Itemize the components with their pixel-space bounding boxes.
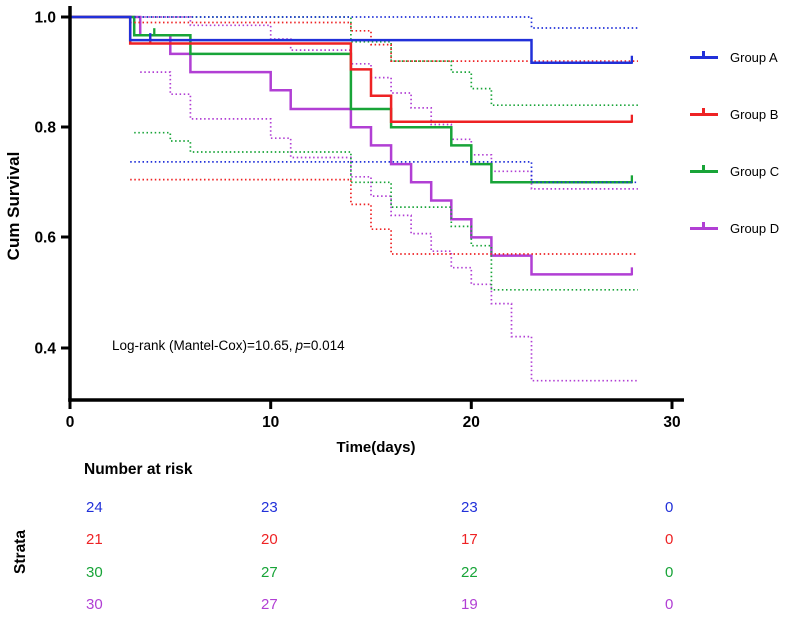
risk-value: 0 [665,596,674,613]
risk-value: 0 [665,499,674,516]
risk-value: 0 [665,531,674,548]
y-tick-label: 0.6 [34,230,56,247]
risk-value: 20 [261,531,278,548]
risk-value: 27 [261,564,278,581]
y-tick-label: 0.4 [34,341,56,358]
logrank-annotation: Log-rank (Mantel-Cox)=10.65, p=0.014 [112,338,345,353]
x-tick-label: 20 [463,414,480,431]
risk-value: 23 [261,499,278,516]
ci-lower-group-a [130,161,638,184]
risk-row-group-c: 30 27 22 0 [0,564,797,582]
legend-label-group-c: Group C [730,163,780,179]
ci-lower-group-d [140,71,638,382]
legend-symbol-group-b [690,107,718,116]
ci-lower-group-c [134,131,638,291]
legend-entry-group-c: Group C [690,158,779,184]
legend-entry-group-a: Group A [690,44,778,70]
logrank-annotation-prefix: Log-rank (Mantel-Cox)=10.65, [112,338,292,353]
ci-lower-group-b [130,178,638,255]
risk-value: 23 [461,499,478,516]
risk-row-group-b: 21 20 17 0 [0,531,797,549]
legend-label-group-d: Group D [730,220,780,236]
legend-entry-group-b: Group B [690,101,778,127]
risk-value: 21 [86,531,103,548]
risk-value: 27 [261,596,278,613]
x-tick-label: 10 [262,414,279,431]
survival-curve-group-d [70,15,632,276]
survival-plot: 1.0 0.8 0.6 0.4 0 10 20 30 Cum Survival … [4,6,684,456]
risk-value: 17 [461,531,478,548]
risk-value: 0 [665,564,674,581]
x-tick-label: 30 [663,414,680,431]
y-tick-label: 0.8 [34,120,56,137]
ci-upper-group-b [130,21,638,62]
legend-symbol-group-c [690,164,718,173]
risk-value: 30 [86,564,103,581]
survival-curve-group-a [70,15,632,64]
legend-symbol-group-d [690,221,718,230]
logrank-annotation-suffix: =0.014 [303,338,345,353]
risk-value: 19 [461,596,478,613]
x-axis-title: Time(days) [337,439,416,456]
risk-value: 30 [86,596,103,613]
risk-row-group-a: 24 23 23 0 [0,499,797,517]
y-tick-label: 1.0 [34,10,56,27]
risk-row-group-d: 30 27 19 0 [0,596,797,614]
logrank-annotation-p: p [294,338,303,353]
risk-value: 22 [461,564,478,581]
legend-symbol-group-a [690,50,718,59]
legend: Group A Group B Group C Group D [690,0,797,270]
risk-table-title: Number at risk [84,461,193,478]
ci-upper-group-c [134,16,638,107]
risk-value: 24 [86,499,103,516]
x-tick-label: 0 [66,414,75,431]
legend-entry-group-d: Group D [690,215,779,241]
legend-label-group-a: Group A [730,49,778,65]
survival-curves [70,15,638,382]
legend-label-group-b: Group B [730,106,779,122]
y-axis-title: Cum Survival [4,152,23,261]
ci-upper-group-a [130,16,638,29]
